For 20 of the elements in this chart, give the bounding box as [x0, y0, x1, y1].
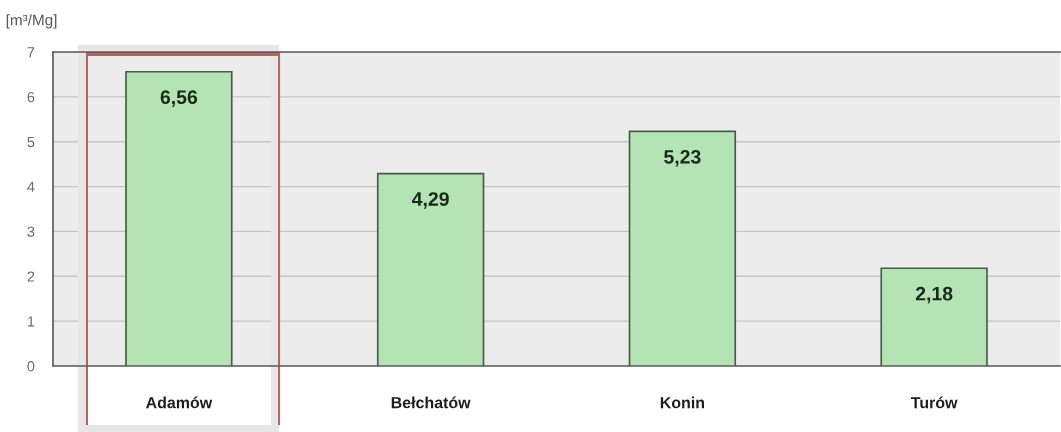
data-label: 5,23	[664, 149, 701, 167]
y-tick-label: 1	[27, 316, 35, 327]
data-label: 2,18	[915, 286, 953, 304]
y-tick-label: 5	[27, 136, 35, 148]
bar	[628, 130, 737, 366]
y-axis-title: [m³/Mg]	[6, 14, 57, 29]
y-tick-label: 4	[27, 181, 35, 192]
y-tick-label: 0	[27, 361, 35, 372]
y-tick-label: 3	[27, 226, 35, 237]
y-tick-label: 7	[27, 47, 35, 58]
y-tick-label: 2	[27, 271, 35, 282]
y-tick-label: 6	[27, 91, 35, 103]
bar	[880, 267, 988, 366]
data-label: 6,56	[160, 90, 198, 107]
data-label: 4,29	[412, 192, 449, 209]
x-tick-label: Konin	[660, 396, 705, 409]
x-tick-label: Turów	[910, 396, 958, 409]
bar	[376, 172, 485, 366]
x-tick-label: Bełchatów	[391, 396, 471, 409]
x-tick-label: Adamów	[145, 396, 213, 409]
